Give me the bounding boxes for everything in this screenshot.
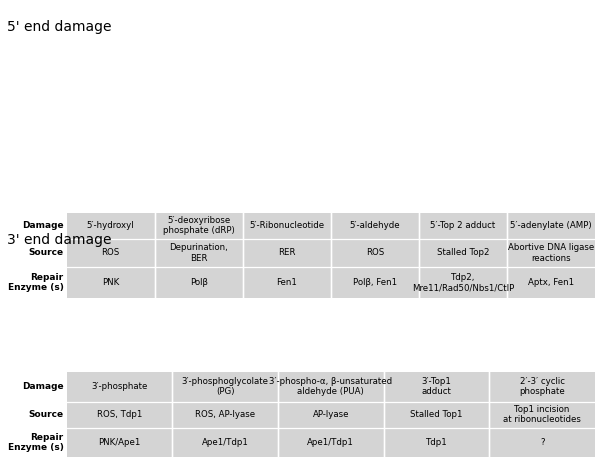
Text: Stalled Top1: Stalled Top1 (410, 410, 463, 419)
Text: Top1 incision
at ribonucleotides: Top1 incision at ribonucleotides (504, 405, 581, 424)
Text: Damage: Damage (22, 382, 63, 391)
Text: 3′-phosphoglycolate
(PG): 3′-phosphoglycolate (PG) (182, 377, 269, 396)
Text: AP-lyase: AP-lyase (313, 410, 349, 419)
Text: 3′-phosphate: 3′-phosphate (91, 382, 148, 391)
Text: Abortive DNA ligase
reactions: Abortive DNA ligase reactions (508, 243, 594, 263)
Text: PNK: PNK (102, 278, 120, 287)
Text: 5′-hydroxyl: 5′-hydroxyl (87, 221, 135, 230)
Text: 3' end damage: 3' end damage (7, 233, 112, 247)
Text: 5′-adenylate (AMP): 5′-adenylate (AMP) (510, 221, 592, 230)
Text: Repair
Enzyme (s): Repair Enzyme (s) (8, 273, 63, 292)
Text: Stalled Top2: Stalled Top2 (437, 249, 489, 257)
Text: Source: Source (29, 410, 63, 419)
Text: ROS: ROS (102, 249, 120, 257)
Text: 5′-Top 2 adduct: 5′-Top 2 adduct (431, 221, 496, 230)
Bar (66, 213, 595, 298)
Text: 3′-Top1
adduct: 3′-Top1 adduct (422, 377, 451, 396)
Text: 2′-3′ cyclic
phosphate: 2′-3′ cyclic phosphate (519, 377, 565, 396)
Text: 5′-deoxyribose
phosphate (dRP): 5′-deoxyribose phosphate (dRP) (163, 216, 234, 235)
Text: 5' end damage: 5' end damage (7, 20, 112, 34)
Text: Tdp1: Tdp1 (426, 438, 447, 447)
Text: Ape1/Tdp1: Ape1/Tdp1 (202, 438, 249, 447)
Text: Damage: Damage (22, 221, 63, 230)
Text: Fen1: Fen1 (276, 278, 297, 287)
Text: Polβ: Polβ (190, 278, 208, 287)
Bar (66, 372, 595, 457)
Text: ROS: ROS (366, 249, 384, 257)
Text: RER: RER (278, 249, 295, 257)
Text: Source: Source (29, 249, 63, 257)
Text: PNK/Ape1: PNK/Ape1 (98, 438, 141, 447)
Text: 5′-Ribonucleotide: 5′-Ribonucleotide (249, 221, 324, 230)
Text: ROS, AP-lyase: ROS, AP-lyase (195, 410, 255, 419)
Text: 3′-phospho-α, β-unsaturated
aldehyde (PUA): 3′-phospho-α, β-unsaturated aldehyde (PU… (269, 377, 392, 396)
Text: Aptx, Fen1: Aptx, Fen1 (528, 278, 574, 287)
Text: ?: ? (540, 438, 544, 447)
Text: Ape1/Tdp1: Ape1/Tdp1 (307, 438, 354, 447)
Text: Tdp2,
Mre11/Rad50/Nbs1/CtIP: Tdp2, Mre11/Rad50/Nbs1/CtIP (412, 273, 514, 292)
Text: Repair
Enzyme (s): Repair Enzyme (s) (8, 433, 63, 452)
Text: 5′-aldehyde: 5′-aldehyde (350, 221, 400, 230)
Text: Polβ, Fen1: Polβ, Fen1 (353, 278, 397, 287)
Text: Depurination,
BER: Depurination, BER (169, 243, 228, 263)
Text: ROS, Tdp1: ROS, Tdp1 (97, 410, 142, 419)
